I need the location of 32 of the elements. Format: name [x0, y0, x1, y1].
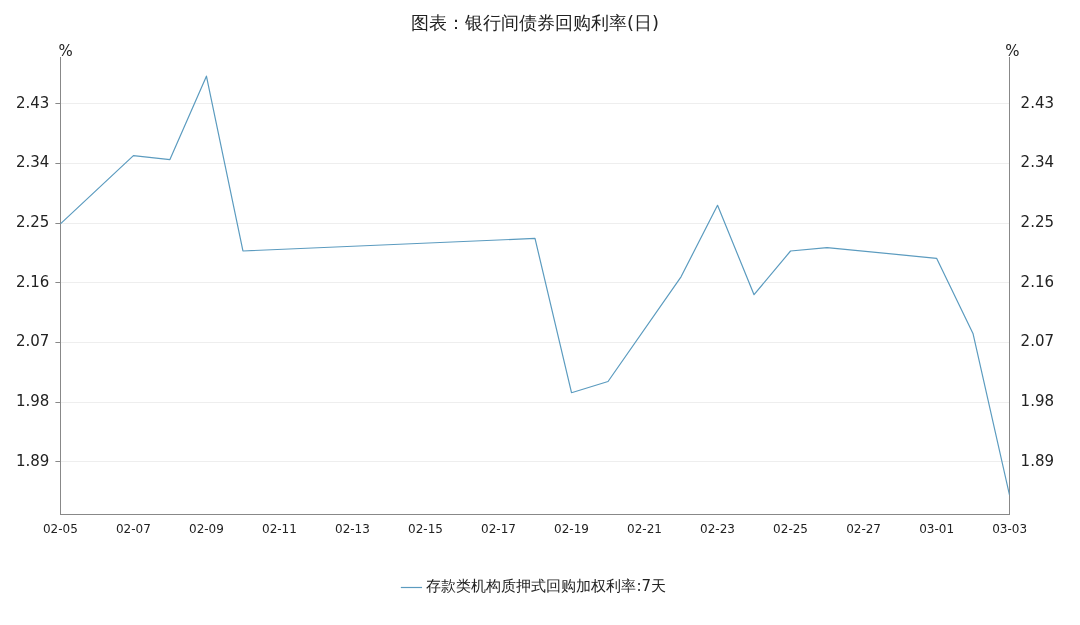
- y2-tick-label: 2.16: [1020, 272, 1055, 291]
- x-tick-label: 02-23: [700, 521, 735, 536]
- y2-tick-label: 2.07: [1020, 332, 1055, 351]
- x-tick-label: 02-11: [262, 521, 297, 536]
- x-tick-label: 02-07: [115, 521, 151, 536]
- y2-tick-label: 2.25: [1020, 213, 1055, 232]
- y-tick-label: 2.16: [15, 272, 50, 291]
- y-tick-label: 2.25: [15, 213, 50, 232]
- y-tick-label: 2.34: [15, 153, 50, 172]
- y-axis-title: %: [58, 41, 73, 60]
- legend-label: 存款类机构质押式回购加权利率:7天: [426, 577, 667, 596]
- y2-tick-label: 1.89: [1020, 451, 1055, 470]
- x-tick-label: 03-01: [919, 521, 955, 536]
- y-tick-label: 2.07: [15, 332, 50, 351]
- x-tick-label: 02-15: [408, 521, 443, 536]
- x-tick-label: 02-19: [554, 521, 589, 536]
- y-tick-label: 1.98: [15, 391, 50, 410]
- chart-title: 图表：银行间债券回购利率(日): [410, 12, 660, 34]
- y-tick-label: 2.43: [15, 93, 50, 112]
- x-tick-label: 02-21: [627, 521, 662, 536]
- x-tick-label: 02-13: [335, 521, 370, 536]
- y2-tick-label: 1.98: [1020, 391, 1055, 410]
- x-tick-label: 02-25: [773, 521, 808, 536]
- x-tick-label: 02-17: [481, 521, 516, 536]
- y2-tick-label: 2.43: [1020, 93, 1055, 112]
- y-tick-label: 1.89: [15, 451, 50, 470]
- x-tick-label: 02-27: [846, 521, 882, 536]
- y2-axis-title: %: [1005, 41, 1020, 60]
- y2-tick-label: 2.34: [1020, 153, 1055, 172]
- x-tick-label: 02-05: [42, 521, 78, 536]
- x-tick-label: 02-09: [188, 521, 224, 536]
- x-tick-label: 03-03: [992, 521, 1028, 536]
